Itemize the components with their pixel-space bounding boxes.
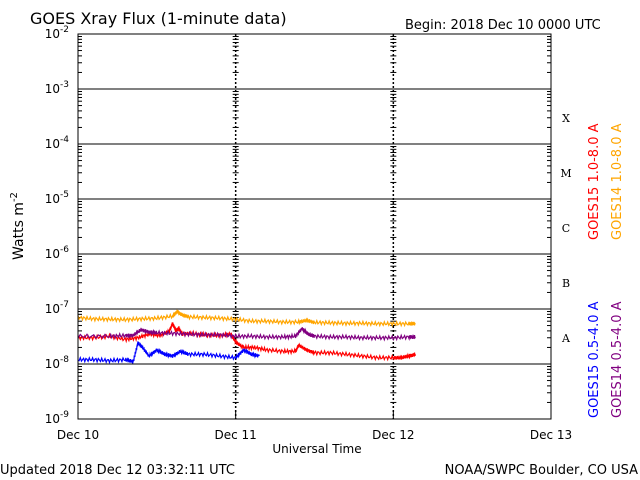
series-lines	[77, 309, 416, 365]
y-tick-label-5: 10-7	[45, 300, 69, 316]
flare-class-X: X	[562, 112, 570, 125]
y-tick-label-1: 10-3	[45, 80, 69, 96]
plot-frame	[77, 33, 552, 420]
y-tick-label-4: 10-6	[45, 245, 70, 261]
flare-class-C: C	[562, 222, 570, 235]
updated-time: Updated 2018 Dec 12 03:32:11 UTC	[0, 463, 235, 478]
series-line-3	[77, 327, 416, 342]
y-axis-label-group: Watts m-2	[9, 192, 27, 260]
x-tick-label-0: Dec 10	[57, 428, 99, 442]
flare-class-A: A	[561, 332, 571, 345]
y-tick-label-7: 10-9	[45, 410, 70, 426]
x-tick-label-1: Dec 11	[215, 428, 257, 442]
flare-class-M: M	[560, 167, 571, 180]
flare-class-B: B	[562, 277, 570, 290]
legend-entry-3: GOES14 0.5-4.0 A	[610, 301, 625, 418]
gridlines	[78, 33, 551, 420]
x-axis-label: Universal Time	[272, 442, 361, 456]
begin-time: Begin: 2018 Dec 10 0000 UTC	[405, 18, 601, 33]
y-axis-label: Watts m-2	[9, 192, 27, 260]
series-line-1	[77, 309, 416, 328]
y-tick-label-0: 10-2	[45, 25, 69, 41]
series-line-0	[77, 322, 416, 362]
y-tick-label-3: 10-5	[45, 190, 69, 206]
chart-title: GOES Xray Flux (1-minute data)	[30, 9, 287, 28]
flare-class-labels: X M C B A	[560, 112, 571, 345]
credit-text: NOAA/SWPC Boulder, CO USA	[445, 463, 638, 478]
x-tick-label-3: Dec 13	[530, 428, 572, 442]
series-line-2	[77, 341, 260, 365]
day-separators	[234, 34, 395, 419]
minor-ticks	[78, 36, 551, 403]
x-tick-labels: Dec 10 Dec 11 Dec 12 Dec 13	[57, 411, 572, 442]
legend-entry-1: GOES14 1.0-8.0 A	[610, 123, 625, 240]
y-tick-label-6: 10-8	[45, 355, 70, 371]
legend-entry-0: GOES15 1.0-8.0 A	[587, 123, 602, 240]
legend: GOES15 1.0-8.0 A GOES14 1.0-8.0 A GOES15 0…	[587, 123, 625, 418]
y-tick-labels: 10-2 10-3 10-4 10-5 10-6 10-7 10-8 10-9	[45, 25, 70, 426]
y-tick-label-2: 10-4	[45, 135, 70, 151]
legend-entry-2: GOES15 0.5-4.0 A	[587, 301, 602, 418]
x-tick-label-2: Dec 12	[372, 428, 414, 442]
